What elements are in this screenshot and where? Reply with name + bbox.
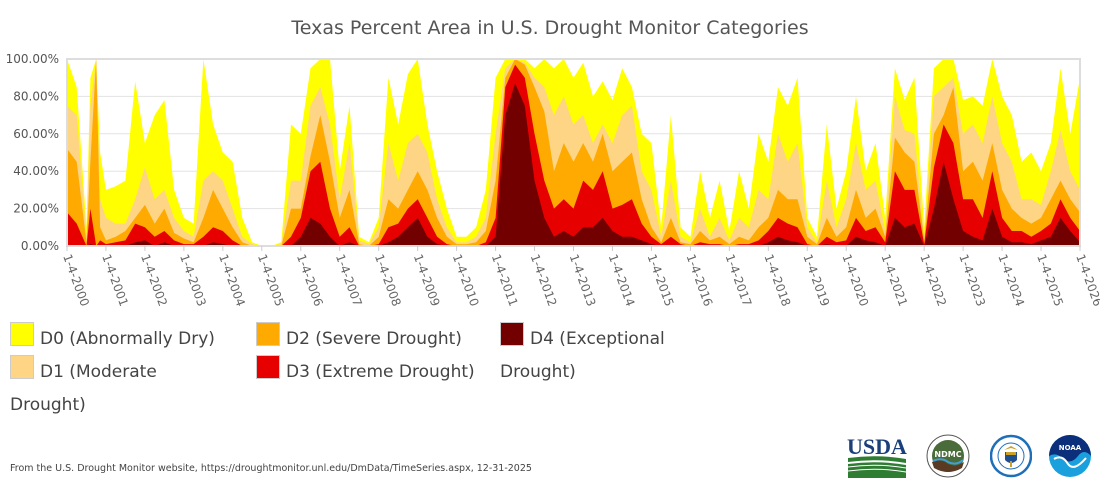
x-tick-label: 1-4-2017 xyxy=(723,252,755,308)
x-tick-label: 1-4-2009 xyxy=(411,252,443,308)
x-tick-label: 1-4-2000 xyxy=(60,252,92,308)
usda-logo-text: USDA xyxy=(847,434,907,459)
agency-logos: USDA NDMC NOAA xyxy=(846,434,1096,480)
usda-logo[interactable]: USDA xyxy=(846,434,908,478)
x-tick-label: 1-4-2018 xyxy=(761,252,793,308)
x-tick-label: 1-4-2003 xyxy=(177,252,209,308)
x-tick-label: 1-4-2023 xyxy=(956,252,988,308)
source-note: From the U.S. Drought Monitor website, h… xyxy=(10,463,532,474)
legend-swatch-d0 xyxy=(10,322,34,346)
legend-swatch-d1 xyxy=(10,355,34,379)
legend-label-d1: D1 (Moderate xyxy=(40,362,157,382)
x-tick-label: 1-4-2010 xyxy=(450,252,482,308)
legend-label-d4: D4 (Exceptional xyxy=(530,329,665,349)
legend-swatch-d2 xyxy=(256,322,280,346)
x-tick-label: 1-4-2012 xyxy=(528,252,560,308)
y-tick-label: 100.00% xyxy=(6,52,59,66)
legend-item-d1[interactable]: D1 (Moderate Drought) xyxy=(10,355,157,422)
legend-item-d0[interactable]: D0 (Abnormally Dry) xyxy=(10,322,215,356)
x-tick-label: 1-4-2015 xyxy=(645,252,677,308)
legend-label-d0: D0 (Abnormally Dry) xyxy=(40,329,215,349)
area-d3[interactable] xyxy=(67,64,1080,246)
x-axis: 1-4-2000 1-4-2001 1-4-2002 1-4-2003 1-4-2004… xyxy=(60,246,1100,308)
legend-label-d2: D2 (Severe Drought) xyxy=(286,329,462,349)
y-tick-label: 20.00% xyxy=(13,202,59,216)
x-tick-label: 1-4-2004 xyxy=(216,252,248,308)
x-tick-label: 1-4-2001 xyxy=(99,252,131,308)
legend-item-d2[interactable]: D2 (Severe Drought) xyxy=(256,322,462,356)
x-tick-label: 1-4-2013 xyxy=(567,252,599,308)
x-tick-label: 1-4-2014 xyxy=(606,252,638,308)
legend-item-d3[interactable]: D3 (Extreme Drought) xyxy=(256,355,475,389)
legend-label-d4-cont: Drought) xyxy=(500,362,576,382)
x-tick-label: 1-4-2022 xyxy=(917,252,949,308)
x-tick-label: 1-4-2011 xyxy=(489,252,521,308)
x-tick-label: 1-4-2006 xyxy=(294,252,326,308)
legend-swatch-d3 xyxy=(256,355,280,379)
chart-title: Texas Percent Area in U.S. Drought Monit… xyxy=(291,17,809,39)
legend-label-d3: D3 (Extreme Drought) xyxy=(286,362,475,382)
x-tick-label: 1-4-2016 xyxy=(684,252,716,308)
y-tick-label: 0.00% xyxy=(21,239,59,253)
commerce-seal-logo[interactable] xyxy=(990,434,1032,478)
noaa-logo[interactable]: NOAA xyxy=(1048,434,1092,478)
legend-swatch-d4 xyxy=(500,322,524,346)
area-series xyxy=(67,59,1080,246)
x-tick-label: 1-4-2026 xyxy=(1073,252,1100,308)
ndmc-logo[interactable]: NDMC xyxy=(926,434,970,478)
drought-area-chart: 0.00% 20.00% 40.00% 60.00% 80.00% 100.00% 1-4… xyxy=(6,52,1100,308)
legend-label-d1-cont: Drought) xyxy=(10,395,86,415)
x-tick-label: 1-4-2024 xyxy=(995,252,1027,308)
y-axis: 0.00% 20.00% 40.00% 60.00% 80.00% 100.00% xyxy=(6,52,59,253)
y-tick-label: 80.00% xyxy=(13,89,59,103)
ndmc-logo-text: NDMC xyxy=(934,450,961,459)
x-tick-label: 1-4-2025 xyxy=(1034,252,1066,308)
y-tick-label: 60.00% xyxy=(13,127,59,141)
x-tick-label: 1-4-2021 xyxy=(878,252,910,308)
legend-item-d4[interactable]: D4 (Exceptional Drought) xyxy=(500,322,665,389)
x-tick-label: 1-4-2005 xyxy=(255,252,287,308)
x-tick-label: 1-4-2008 xyxy=(372,252,404,308)
x-tick-label: 1-4-2002 xyxy=(138,252,170,308)
y-tick-label: 40.00% xyxy=(13,164,59,178)
x-tick-label: 1-4-2019 xyxy=(800,252,832,308)
x-tick-label: 1-4-2007 xyxy=(333,252,365,308)
noaa-logo-text: NOAA xyxy=(1059,444,1082,452)
x-tick-label: 1-4-2020 xyxy=(839,252,871,308)
